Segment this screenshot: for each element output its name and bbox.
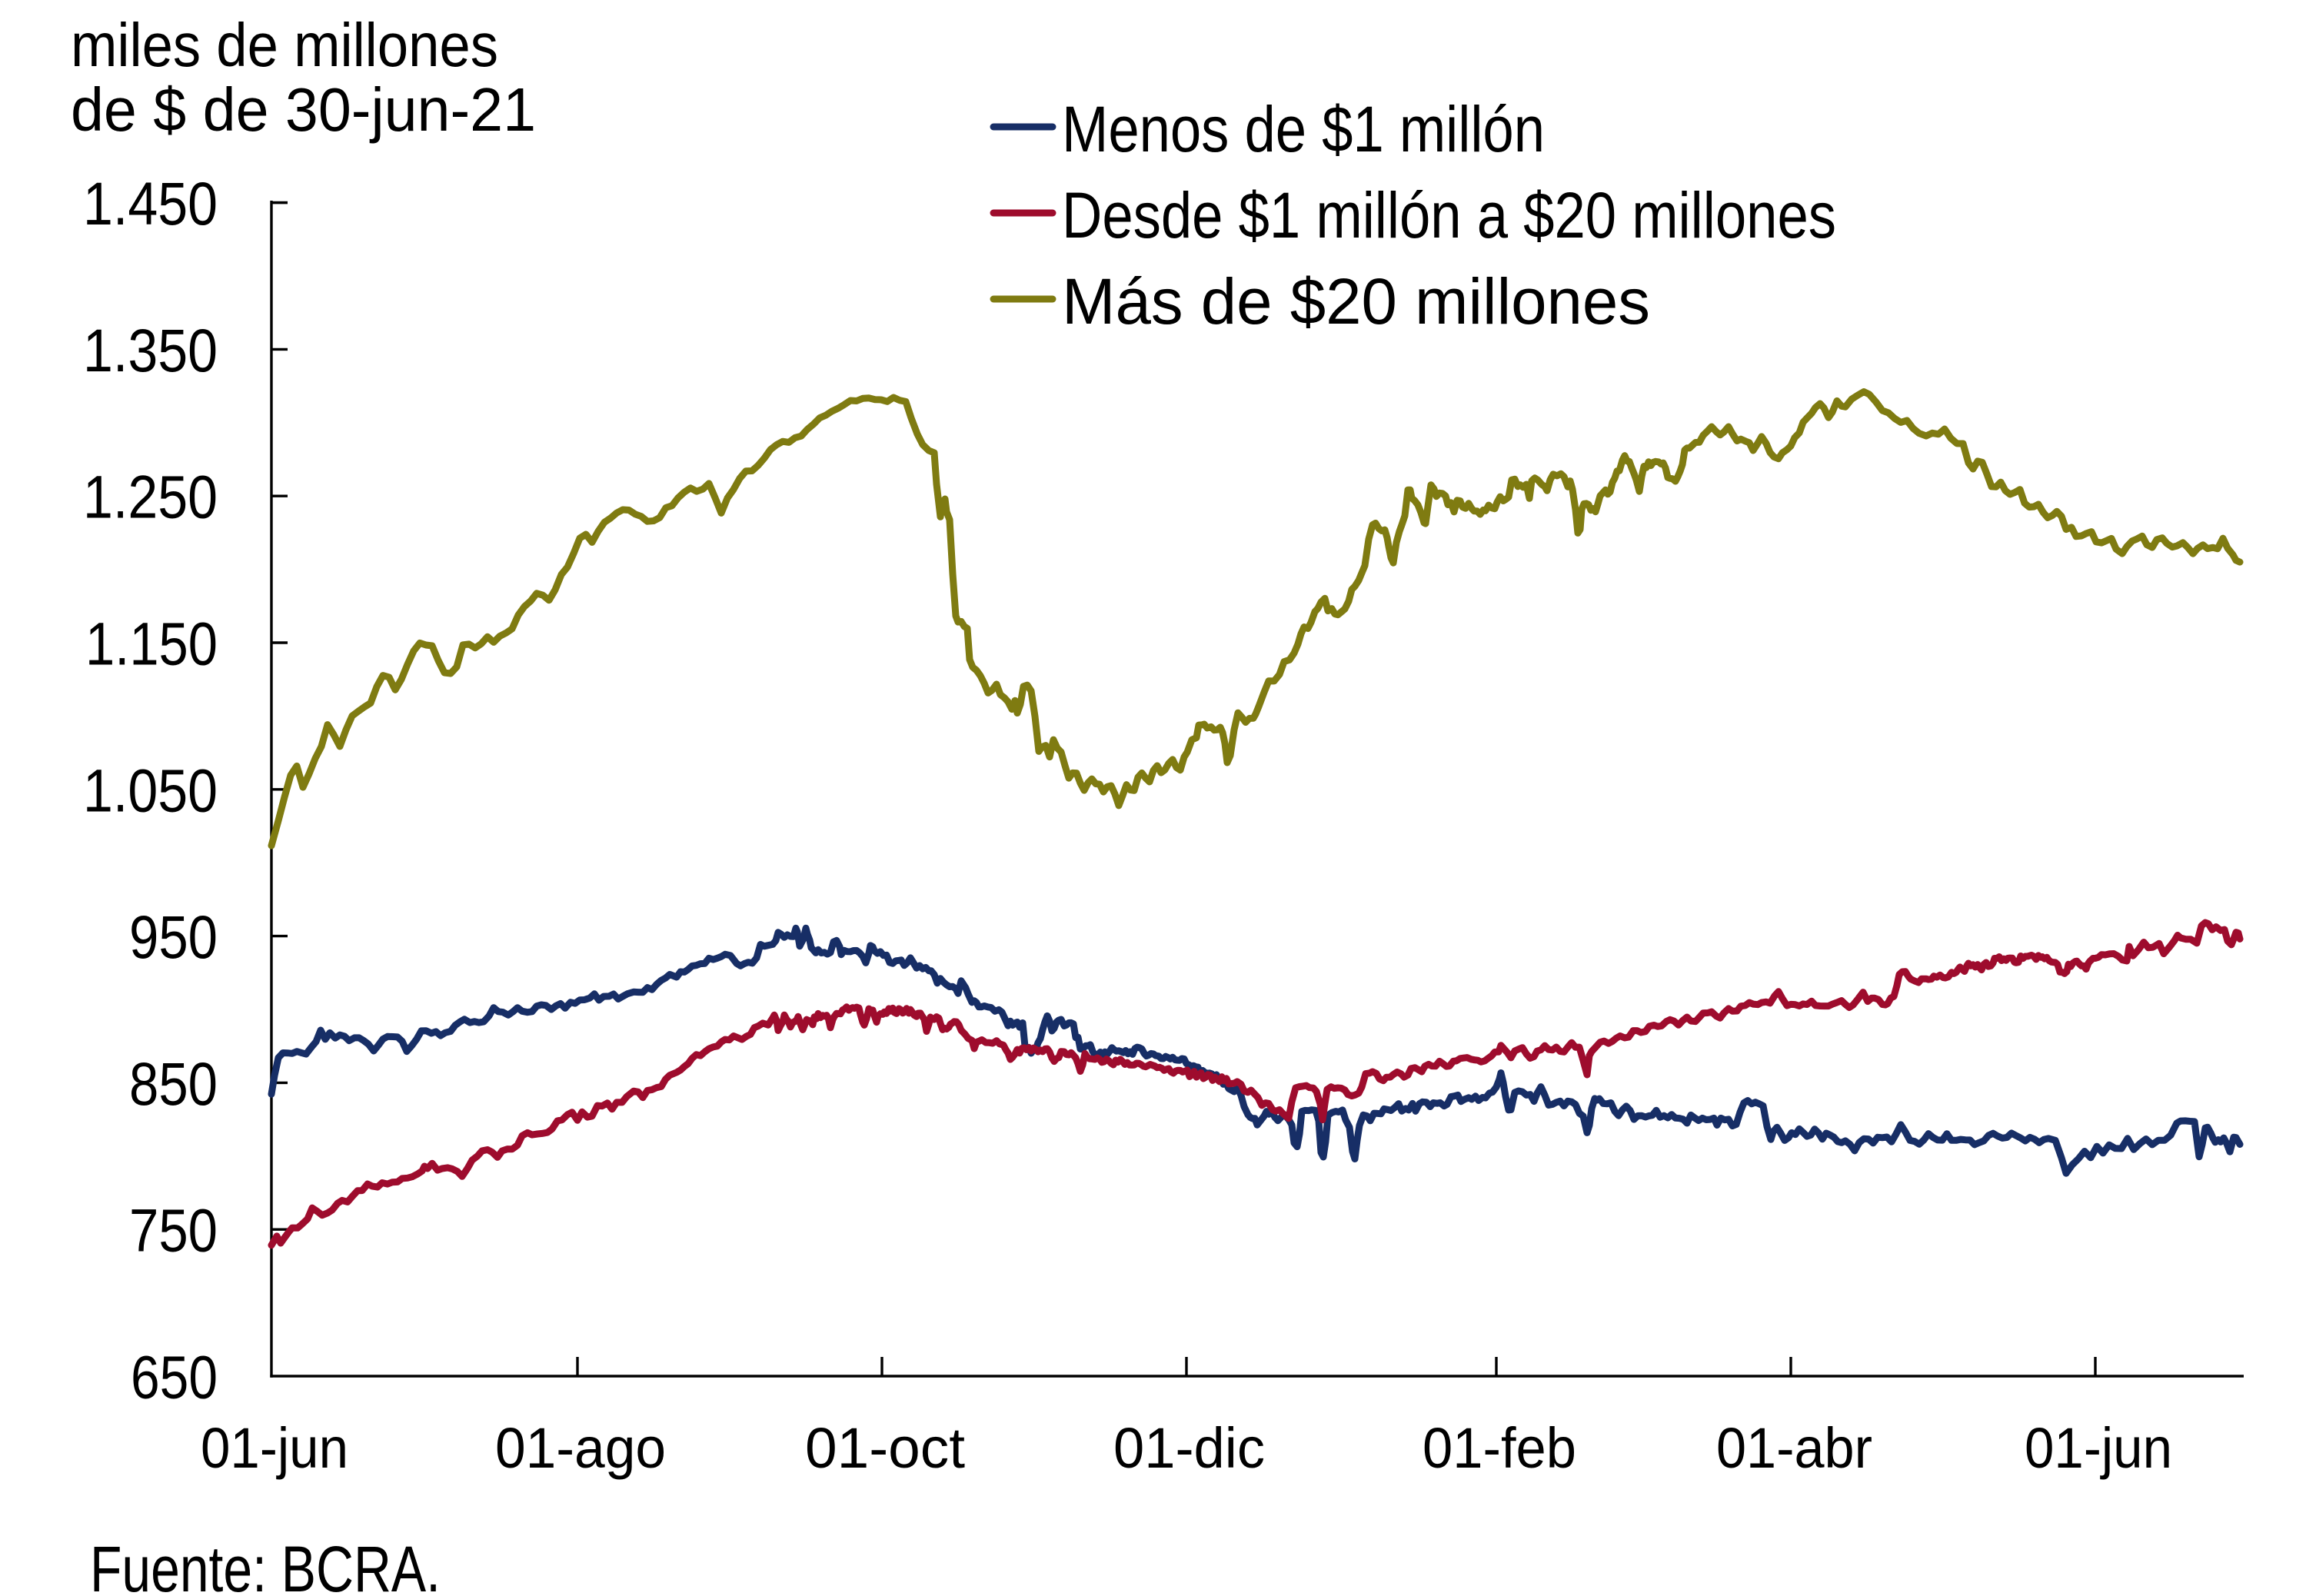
svg-text:Fuente: BCRA.: Fuente: BCRA. (90, 1533, 441, 1596)
svg-text:01-ago: 01-ago (495, 1416, 666, 1480)
svg-text:1.250: 1.250 (83, 463, 218, 531)
svg-text:650: 650 (131, 1343, 218, 1411)
svg-text:miles de millones: miles de millones (71, 11, 498, 79)
svg-text:750: 750 (129, 1196, 218, 1265)
svg-text:01-jun: 01-jun (201, 1416, 348, 1480)
svg-text:1.450: 1.450 (83, 169, 218, 238)
svg-text:1.350: 1.350 (83, 316, 218, 384)
svg-text:Más de $20 millones: Más de $20 millones (1062, 265, 1650, 337)
svg-text:Desde $1 millón a $20 millones: Desde $1 millón a $20 millones (1062, 179, 1836, 251)
svg-text:01-jun: 01-jun (2025, 1416, 2172, 1480)
svg-text:01-dic: 01-dic (1113, 1416, 1265, 1480)
svg-text:950: 950 (129, 903, 218, 971)
svg-text:01-feb: 01-feb (1423, 1416, 1576, 1480)
svg-text:1.150: 1.150 (85, 610, 218, 678)
svg-text:01-oct: 01-oct (805, 1416, 965, 1480)
svg-text:850: 850 (129, 1049, 218, 1118)
svg-text:de $ de 30-jun-21: de $ de 30-jun-21 (71, 75, 536, 144)
svg-text:1.050: 1.050 (83, 756, 218, 824)
svg-text:01-abr: 01-abr (1716, 1416, 1872, 1480)
svg-text:Menos de $1 millón: Menos de $1 millón (1062, 93, 1545, 165)
